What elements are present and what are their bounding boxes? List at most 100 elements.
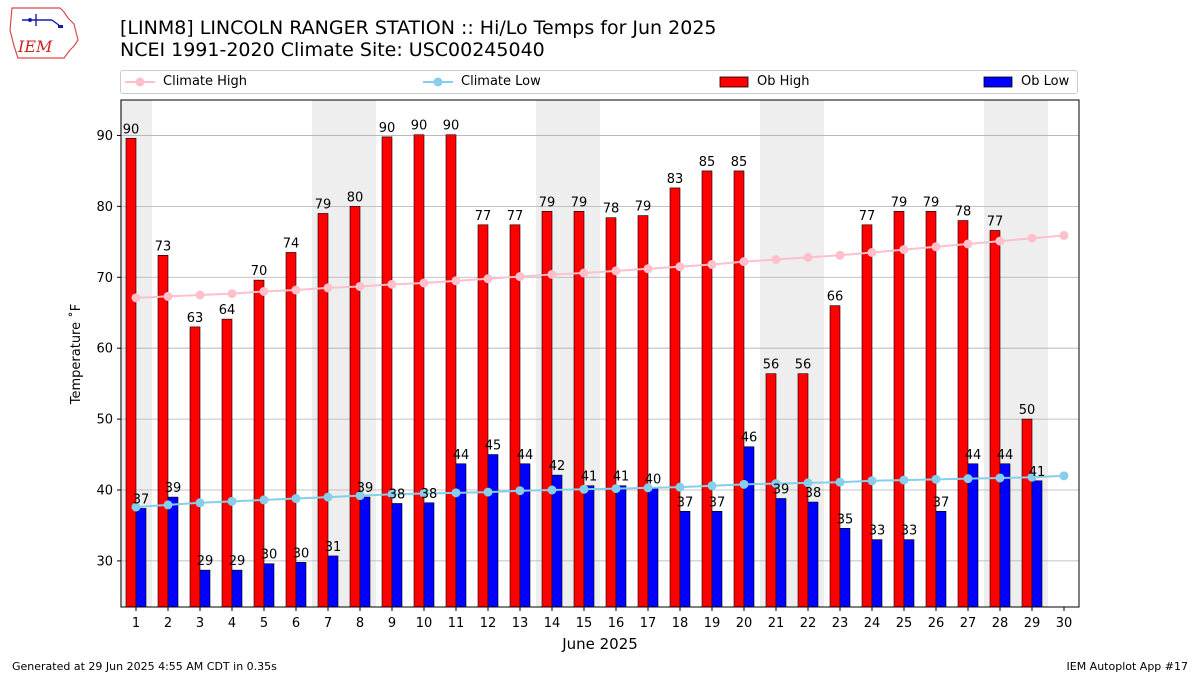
x-tick-label: 3 [196,616,204,631]
ob-low-bar [199,569,211,608]
climate-low-point [387,489,397,499]
chart-subtitle: NCEI 1991-2020 Climate Site: USC00245040 [120,39,545,61]
climate-low-point [771,479,781,489]
ob-low-label: 38 [389,487,406,502]
climate-high-point [643,264,653,274]
ob-low-bar [135,508,147,608]
climate-low-point [355,491,365,501]
ob-low-bar [391,503,403,608]
ob-low-bar [327,555,339,608]
ob-high-label: 79 [571,195,588,210]
ob-high-label: 56 [795,358,812,373]
ob-high-bar [317,213,329,608]
x-tick-label: 16 [608,616,625,631]
climate-low-point [1059,471,1069,481]
ob-low-bar [839,527,851,608]
legend-label-ob-high: Ob High [757,74,810,89]
ob-low-bar [935,510,947,608]
climate-high-point [931,242,941,252]
ob-low-label: 30 [261,548,278,563]
climate-high-point [963,239,973,249]
climate-low-line [135,474,1065,509]
ob-high-bar [157,254,169,608]
ob-high-bar [701,170,713,608]
ob-high-bar [477,224,489,608]
x-tick-label: 21 [768,616,785,631]
ob-low-label: 39 [165,481,182,496]
x-tick-label: 2 [164,616,172,631]
ob-low-bar [519,463,531,608]
weekend-shade [1016,100,1048,607]
ob-low-label: 42 [549,459,566,474]
climate-high-point [163,291,173,301]
ob-high-label: 77 [987,214,1004,229]
legend-label-ob-low: Ob Low [1021,74,1070,89]
legend-item-climate-high: Climate High [125,74,247,89]
legend-label-climate-low: Climate Low [461,74,541,89]
x-tick-label: 4 [228,616,236,631]
ob-high-bar [381,136,393,608]
ob-high-label: 85 [731,155,748,170]
ob-low-bar [743,446,755,608]
ob-high-bar [989,230,1001,608]
climate-low-point [291,494,301,504]
x-tick-label: 29 [1024,616,1041,631]
ob-low-bar [903,539,915,608]
ob-high-bar [573,211,585,608]
ob-high-bar [637,215,649,608]
ob-low-label: 44 [965,448,982,463]
ob-high-bar [925,211,937,608]
y-tick-label: 70 [96,271,113,286]
x-tick-label: 22 [800,616,817,631]
weekend-shade [792,100,824,607]
climate-high-point [771,255,781,265]
x-tick-label: 27 [960,616,977,631]
ob-high-bar [829,305,841,608]
ob-low-bar [295,562,307,608]
x-tick-label: 7 [324,616,332,631]
ob-high-label: 56 [763,358,780,373]
climate-high-point [803,252,813,262]
ob-high-label: 77 [859,209,876,224]
ob-low-label: 40 [645,473,662,488]
ob-high-label: 90 [379,121,396,136]
ob-high-bar [125,137,137,608]
x-tick-label: 30 [1056,616,1073,631]
ob-low-label: 30 [293,546,310,561]
ob-high-label: 79 [315,197,332,212]
climate-high-point [483,274,493,284]
climate-low-point [579,484,589,494]
legend-label-climate-high: Climate High [163,74,248,89]
ob-low-label: 44 [997,448,1014,463]
y-tick-label: 60 [96,342,113,357]
ob-high-bar [285,252,297,608]
ob-high-label: 83 [667,172,684,187]
ob-high-label: 80 [347,190,364,205]
climate-high-point [867,247,877,257]
ob-high-label: 77 [507,209,524,224]
climate-low-point [227,496,237,506]
climate-low-point [707,481,717,491]
x-tick-label: 5 [260,616,268,631]
legend: Climate High Climate Low Ob High Ob Low [120,70,1078,94]
climate-high-point [579,268,589,278]
ob-low-bar [967,463,979,608]
ob-low-label: 45 [485,439,502,454]
ob-high-bar [605,217,617,608]
y-tick-label: 40 [96,484,113,499]
x-tick-label: 28 [992,616,1009,631]
ob-low-label: 31 [325,540,342,555]
climate-low-point [931,474,941,484]
ob-low-bar [231,569,243,608]
climate-low-point [195,498,205,508]
legend-item-climate-low: Climate Low [423,74,541,89]
ob-high-bar [957,220,969,608]
climate-low-point [835,477,845,487]
ob-high-label: 79 [891,195,908,210]
ob-high-bar [253,279,265,608]
ob-low-label: 37 [677,495,694,510]
x-tick-label: 1 [132,616,140,631]
climate-low-point [675,482,685,492]
ob-low-label: 33 [869,524,886,539]
climate-high-point [259,286,269,296]
